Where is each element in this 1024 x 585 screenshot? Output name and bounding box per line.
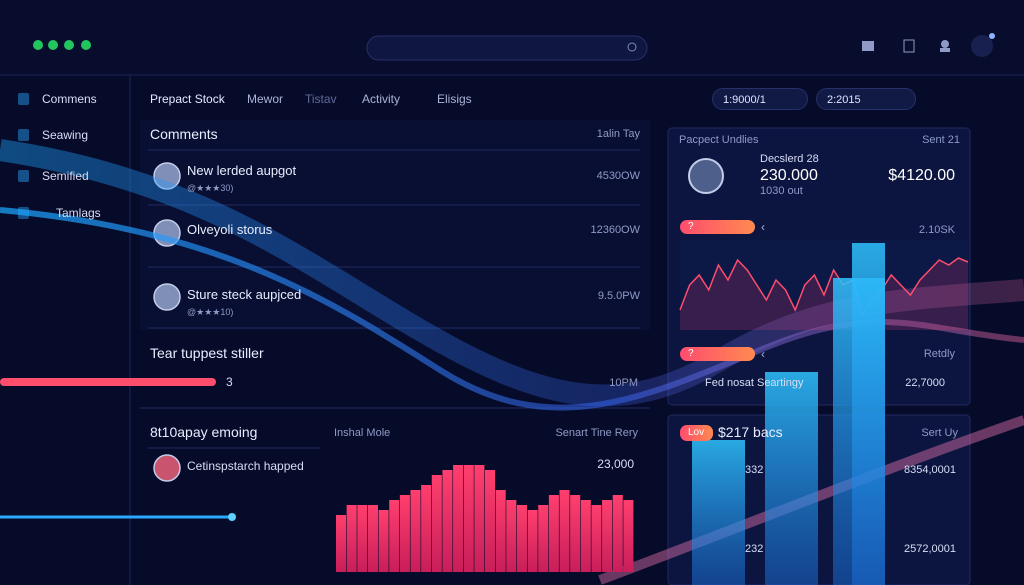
- toolbar-icons[interactable]: [862, 33, 995, 57]
- blue-bar: [852, 243, 885, 585]
- panel-meta: Sent 21: [922, 134, 960, 146]
- blue-bar: [765, 372, 818, 585]
- activity-bar: [474, 465, 485, 572]
- section-title: Tear tuppest stiller: [150, 345, 264, 361]
- chart-peak: 23,000: [597, 457, 634, 471]
- activity-bar: [453, 465, 464, 572]
- column-header: Inshal Mole: [334, 427, 391, 439]
- sidebar-item[interactable]: Commens: [42, 92, 97, 106]
- activity-bar: [463, 465, 474, 572]
- progress-label: 3: [226, 375, 233, 389]
- tag: ?: [680, 347, 755, 361]
- comment-value: 4530OW: [596, 170, 640, 182]
- activity-bar: [410, 490, 421, 572]
- tag: Lov: [680, 425, 713, 441]
- activity-bar: [538, 505, 549, 572]
- activity-bar: [399, 495, 410, 572]
- activity-bar: [442, 470, 453, 572]
- sidebar-item[interactable]: Seawing: [42, 128, 89, 142]
- tag-meta: Retdly: [923, 348, 955, 360]
- bar-value: 2572,0001: [904, 543, 956, 555]
- comment-name: Olveyoli storus: [187, 222, 273, 237]
- panel-meta: Sert Uy: [921, 427, 958, 439]
- activity-bar: [357, 505, 368, 572]
- activity-bar: [548, 495, 559, 572]
- area: [680, 258, 968, 330]
- activity-bar: [591, 505, 602, 572]
- nav-tab[interactable]: Tistav: [305, 92, 337, 106]
- summary-sub: 1030 out: [760, 185, 803, 197]
- progress-bar: [0, 378, 216, 386]
- activity-bar: [623, 500, 634, 572]
- summary-row-value: 22,7000: [905, 377, 945, 389]
- summary-value: 230.000: [760, 167, 818, 184]
- activity-bar: [485, 470, 496, 572]
- line: [679, 257, 969, 317]
- activity-bar: [559, 490, 570, 572]
- search-box[interactable]: [366, 35, 648, 61]
- activity-bar: [506, 500, 517, 572]
- activity-bar: [421, 485, 432, 572]
- activity-bar: [431, 475, 442, 572]
- nav-pill[interactable]: 2:2015: [816, 88, 916, 110]
- activity-bar: [495, 490, 506, 572]
- activity-bar: [516, 505, 527, 572]
- comment-name: New lerded aupgot: [187, 163, 297, 178]
- tag-value: 2.10SK: [918, 224, 955, 236]
- window-dots: [33, 40, 91, 50]
- summary-amount: $4120.00: [888, 167, 955, 184]
- column-header: Senart Tine Rery: [555, 427, 638, 439]
- avatars: [153, 162, 181, 482]
- comment-name: Sture steck aupjced: [187, 287, 302, 302]
- activity-bar: [367, 505, 378, 572]
- blue-bar: [692, 440, 745, 585]
- panel-title: Comments: [150, 126, 218, 142]
- bar-value: 8354,0001: [904, 464, 956, 476]
- nav-tab[interactable]: Prepact Stock: [150, 92, 225, 106]
- activity-bar: [389, 500, 400, 572]
- chevron[interactable]: ‹: [761, 220, 765, 234]
- activity-bar: [570, 495, 581, 572]
- comment-value: 12360OW: [590, 224, 640, 236]
- activity-bar: [336, 515, 347, 572]
- activity-bar: [527, 510, 538, 572]
- nav-tab[interactable]: Mewor: [247, 92, 284, 106]
- sidebar-item[interactable]: Tamlags: [56, 206, 101, 220]
- panel-meta: 1alin Tay: [596, 128, 640, 140]
- activity-bar: [580, 500, 591, 572]
- comment-value: 9.5.0PW: [597, 290, 640, 302]
- section-title: 8t10apay emoing: [150, 424, 258, 440]
- tag: ?: [680, 220, 755, 234]
- nav-tab[interactable]: Elisigs: [437, 92, 472, 106]
- comment-sub: @★★★10): [187, 307, 234, 317]
- chevron[interactable]: ‹: [761, 347, 765, 361]
- bar-label: 232: [745, 543, 764, 555]
- nav-pill[interactable]: 1:9000/1: [712, 88, 808, 110]
- progress-value: 10PM: [609, 377, 638, 389]
- nav-tab[interactable]: Activity: [362, 92, 401, 106]
- sidebar-item[interactable]: Semified: [42, 169, 89, 183]
- activity-row: Cetinspstarch happed: [187, 459, 304, 473]
- summary-row: Fed nosat Seartingy: [705, 377, 804, 389]
- activity-bar: [612, 495, 623, 572]
- panel-title: Pacpect Undlies: [679, 134, 759, 146]
- activity-bar: [346, 505, 357, 572]
- bar-label: 332: [745, 464, 764, 476]
- activity-bar: [602, 500, 613, 572]
- comment-sub: @★★★30): [187, 183, 234, 193]
- panel-title: $217 bacs: [718, 424, 783, 440]
- summary-label: Decslerd 28: [760, 153, 819, 165]
- activity-bar: [378, 510, 389, 572]
